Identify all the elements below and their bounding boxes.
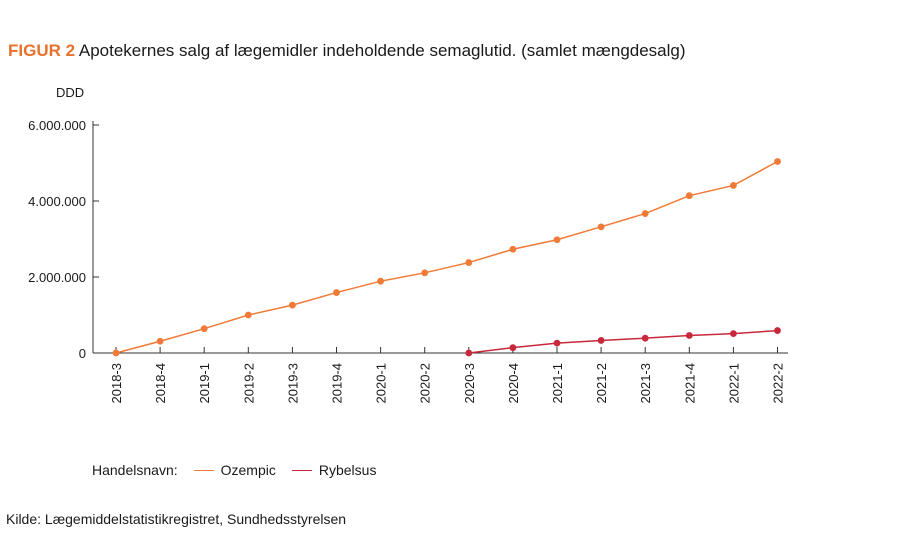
y-tick-label: 4.000.000 [28, 194, 86, 209]
data-point-ozempic [156, 337, 164, 345]
x-tick-label: 2018-4 [153, 363, 168, 403]
y-tick-label: 6.000.000 [28, 118, 86, 133]
x-tick-label: 2021-2 [594, 363, 609, 403]
data-point-ozempic [377, 277, 384, 285]
x-tick-label: 2021-4 [682, 363, 697, 403]
data-point-ozempic [289, 301, 296, 309]
data-point-rybelsus [641, 334, 649, 342]
series-line-rybelsus [468, 329, 778, 354]
data-point-ozempic [200, 325, 208, 333]
x-tick-label: 2022-1 [726, 363, 741, 403]
legend-swatch-ozempic [193, 469, 214, 471]
data-point-ozempic [730, 182, 737, 189]
legend-label-rybelsus: Rybelsus [318, 462, 377, 478]
y-tick-label: 2.000.000 [28, 270, 86, 285]
data-point-ozempic [685, 192, 693, 200]
x-tick-label: 2021-3 [638, 363, 653, 403]
data-point-rybelsus [465, 349, 473, 357]
figure-title-text: Apotekernes salg af lægemidler indeholde… [78, 41, 686, 60]
x-tick-label: 2020-4 [506, 363, 521, 403]
legend-entry-ozempic: Ozempic [193, 462, 276, 478]
data-point-rybelsus [730, 330, 737, 338]
x-tick-label: 2022-2 [771, 363, 786, 403]
legend-entry-rybelsus: Rybelsus [291, 462, 377, 478]
x-tick-label: 2019-3 [285, 363, 300, 403]
legend-title: Handelsnavn: [92, 462, 178, 478]
data-point-ozempic [465, 259, 473, 266]
y-axis-unit-label: DDD [56, 85, 85, 100]
data-point-ozempic [509, 245, 517, 253]
data-point-rybelsus [509, 344, 517, 352]
x-tick-label: 2020-3 [462, 363, 477, 403]
data-point-ozempic [597, 223, 605, 231]
x-tick-label: 2019-1 [197, 363, 212, 403]
data-point-rybelsus [597, 337, 605, 344]
x-tick-label: 2020-2 [418, 363, 433, 403]
data-point-ozempic [112, 349, 120, 357]
legend-swatch-rybelsus [291, 469, 312, 471]
legend-label-ozempic: Ozempic [220, 462, 276, 478]
data-point-ozempic [641, 210, 649, 217]
figure-label: FIGUR 2 [8, 41, 76, 60]
source-note: Kilde: Lægemiddelstatistikregistret, Sun… [6, 511, 347, 527]
y-tick-label: 0 [79, 346, 86, 361]
data-point-ozempic [553, 236, 561, 244]
series-line-ozempic [115, 160, 778, 354]
data-point-rybelsus [685, 332, 693, 339]
x-tick-label: 2019-4 [330, 363, 345, 403]
data-point-ozempic [774, 158, 781, 165]
figure-title: FIGUR 2 Apotekernes salg af lægemidler i… [8, 41, 686, 61]
data-point-rybelsus [553, 339, 561, 347]
x-tick-label: 2018-3 [109, 363, 124, 403]
data-point-ozempic [421, 269, 429, 277]
data-point-ozempic [244, 311, 252, 319]
x-tick-label: 2020-1 [374, 363, 389, 403]
x-tick-label: 2019-2 [241, 363, 256, 403]
legend: Handelsnavn: Ozempic Rybelsus [92, 462, 376, 478]
x-tick-label: 2021-1 [550, 363, 565, 403]
data-point-rybelsus [774, 327, 781, 334]
data-point-ozempic [333, 289, 340, 296]
